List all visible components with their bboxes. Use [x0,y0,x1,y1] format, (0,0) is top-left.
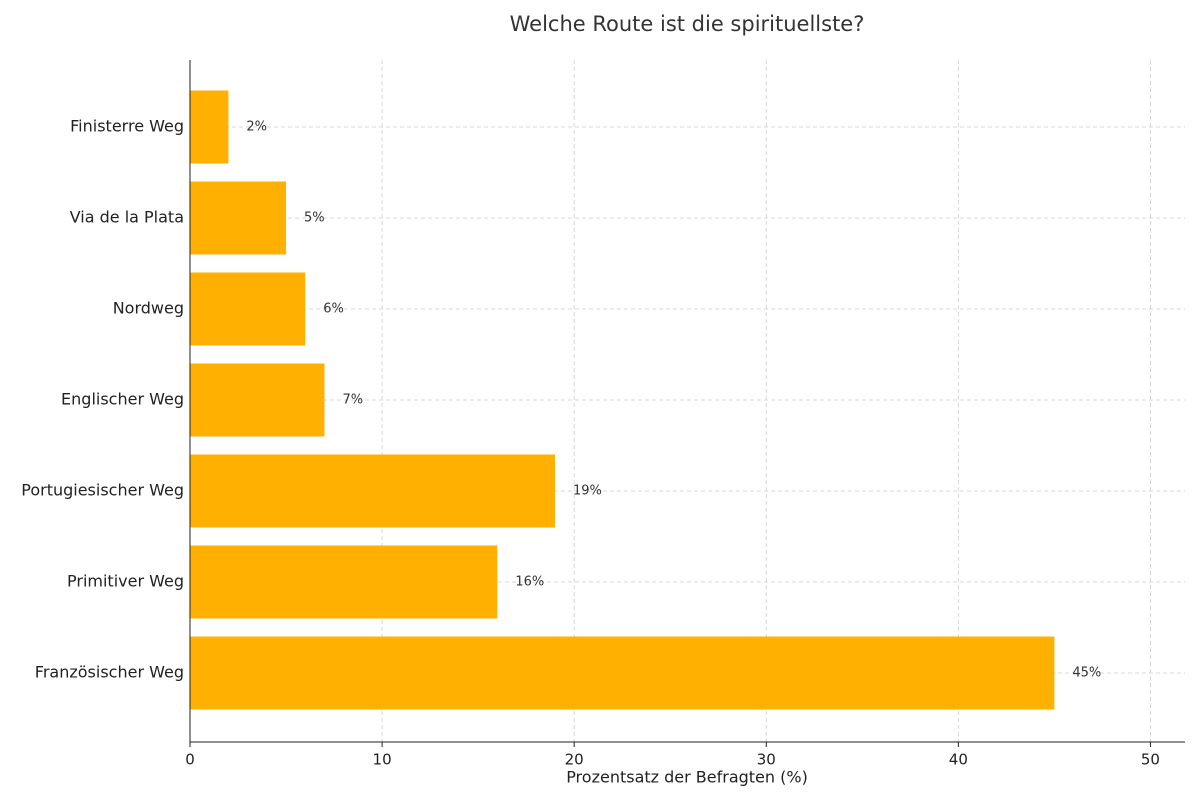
x-tick-label: 30 [757,751,776,769]
bar [190,90,229,164]
bar [190,545,498,619]
y-tick-label: Nordweg [113,299,184,318]
x-tick-label: 0 [185,751,195,769]
x-tick-label: 50 [1141,751,1160,769]
bar [190,454,555,528]
x-tick-label: 40 [949,751,968,769]
value-label: 19% [573,484,602,499]
bar [190,636,1055,710]
value-label: 2% [246,120,267,135]
x-tick-label: 10 [373,751,392,769]
bar [190,363,325,437]
value-label: 7% [342,393,363,408]
value-label: 16% [515,575,544,590]
chart-title: Welche Route ist die spirituellste? [510,12,865,36]
y-tick-label: Portugiesischer Weg [21,481,184,500]
y-tick-label: Primitiver Weg [67,572,184,591]
y-tick-label: Finisterre Weg [70,117,184,136]
y-tick-label: Englischer Weg [61,390,184,409]
bar [190,181,287,255]
bar [190,272,306,346]
x-axis-label: Prozentsatz der Befragten (%) [566,768,808,787]
value-label: 6% [323,302,344,317]
y-tick-label: Französischer Weg [35,663,184,682]
value-label: 5% [304,211,325,226]
x-tick-label: 20 [565,751,584,769]
value-label: 45% [1072,666,1101,681]
y-tick-label: Via de la Plata [70,208,184,227]
